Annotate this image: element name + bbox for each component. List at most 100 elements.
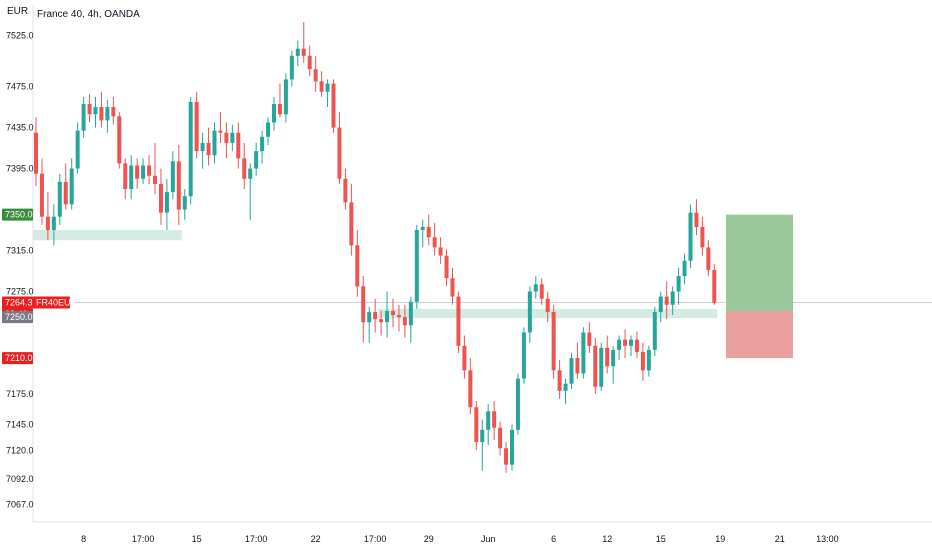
candle-body	[123, 163, 128, 190]
candle-body	[295, 48, 300, 56]
x-tick-label: 17:00	[364, 534, 387, 544]
candle-body	[605, 347, 610, 367]
candle-body	[153, 175, 157, 184]
y-tick-label: 7525.0	[6, 30, 34, 40]
candle-body	[480, 429, 485, 443]
candle-body	[158, 183, 163, 213]
price-label-tag	[33, 296, 70, 309]
y-tick-label: 7175.0	[6, 389, 34, 399]
candle-body	[194, 101, 199, 152]
candle-body	[200, 142, 205, 152]
candle-body	[283, 79, 288, 115]
candle-body	[307, 55, 312, 70]
candle-body	[587, 332, 592, 346]
candle-body	[402, 317, 407, 326]
x-tick-label: 19	[715, 534, 725, 544]
y-tick-label: 7067.0	[6, 500, 34, 510]
candle-body	[682, 260, 687, 277]
candle-body	[408, 301, 413, 326]
price-label-tag	[2, 296, 33, 309]
candle-body	[688, 212, 693, 261]
price-label-tag	[2, 311, 33, 324]
candle-body	[277, 104, 282, 115]
x-tick-label: 12	[602, 534, 612, 544]
candle-body	[444, 255, 449, 279]
candle-body	[396, 315, 401, 318]
y-tick-label: 7475.0	[6, 82, 34, 92]
candle-body	[176, 161, 181, 210]
x-tick-label: 15	[656, 534, 666, 544]
candle-body	[319, 81, 324, 92]
candle-body	[117, 116, 122, 164]
candle-body	[373, 311, 378, 320]
candle-body	[462, 345, 467, 371]
candle-body	[170, 161, 175, 193]
candle-body	[623, 339, 628, 346]
candle-body	[634, 339, 639, 352]
price-label-tag	[2, 352, 33, 365]
candle-body	[313, 69, 318, 82]
candle-body	[521, 332, 526, 379]
price-label-text: 7210.0	[5, 353, 33, 363]
candle-body	[266, 122, 271, 137]
x-tick-label: 29	[424, 534, 434, 544]
candle-body	[260, 136, 265, 152]
candle-body	[420, 226, 425, 231]
candle-body	[349, 202, 354, 246]
x-tick-label: 21	[775, 534, 785, 544]
candle-body	[355, 245, 360, 287]
candle-body	[325, 83, 330, 92]
candle-body	[242, 158, 247, 179]
candle-body	[670, 291, 675, 305]
candle-body	[694, 212, 699, 227]
candle-body	[99, 107, 104, 121]
candle-body	[272, 104, 276, 123]
y-tick-label: 7145.0	[6, 420, 34, 430]
support-zone	[33, 230, 182, 241]
candle-body	[474, 407, 479, 443]
y-tick-label: 7092.0	[6, 474, 34, 484]
take-profit-zone	[726, 214, 793, 311]
candle-body	[331, 83, 336, 128]
candle-body	[57, 181, 62, 217]
candle-body	[81, 104, 86, 131]
candle-body	[218, 130, 223, 133]
y-tick-label: 7120.0	[6, 445, 34, 455]
candle-body	[563, 383, 568, 391]
candle-body	[569, 358, 574, 384]
candle-body	[51, 216, 56, 231]
candle-body	[39, 173, 44, 217]
candle-body	[212, 130, 217, 156]
candle-body	[617, 339, 622, 350]
candle-body	[414, 230, 419, 302]
candle-body	[129, 165, 134, 190]
candle-body	[557, 370, 562, 391]
price-label-tag	[2, 208, 33, 221]
candle-body	[492, 411, 497, 428]
candle-body	[164, 192, 169, 213]
stop-loss-zone	[726, 310, 793, 359]
x-tick-label: Jun	[481, 534, 496, 544]
candle-body	[510, 429, 514, 465]
candle-body	[498, 427, 503, 449]
candle-body	[75, 130, 80, 169]
candle-body	[188, 101, 193, 197]
x-tick-label: 22	[311, 534, 321, 544]
candle-body	[63, 181, 68, 205]
candle-body	[391, 310, 395, 316]
x-tick-label: 17:00	[245, 534, 268, 544]
candle-body	[426, 226, 431, 238]
candle-body	[135, 165, 140, 179]
candle-body	[450, 278, 455, 297]
candle-body	[611, 349, 616, 367]
candle-body	[254, 151, 259, 169]
candle-body	[206, 142, 211, 156]
candle-body	[599, 347, 604, 387]
candle-body	[111, 107, 116, 117]
candle-body	[361, 286, 366, 323]
candle-body	[141, 165, 146, 179]
candle-body	[539, 284, 544, 299]
candle-body	[438, 247, 443, 256]
